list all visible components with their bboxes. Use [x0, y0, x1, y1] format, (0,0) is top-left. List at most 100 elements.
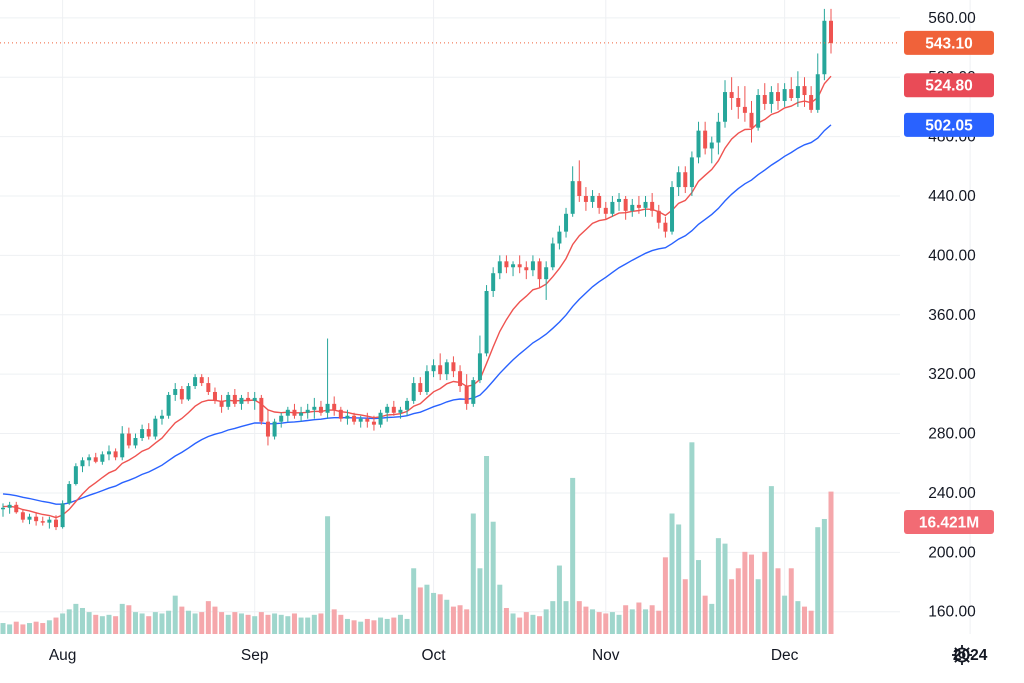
candle-body — [451, 362, 456, 372]
last-price-badge-bg — [904, 30, 994, 55]
volume-badge-bg — [904, 510, 994, 534]
volume-bar — [291, 613, 297, 634]
volume-bar — [517, 617, 523, 634]
price-tick-label: 160.00 — [928, 604, 976, 621]
volume-bar — [643, 609, 649, 634]
volume-bar — [788, 568, 794, 634]
candle-body — [438, 365, 443, 375]
volume-bar — [570, 477, 576, 634]
candle-body — [477, 353, 482, 381]
candle-body — [769, 92, 774, 104]
candle-body — [73, 466, 78, 485]
volume-bar — [537, 616, 543, 634]
candle — [530, 255, 535, 277]
gear-icon[interactable] — [952, 645, 972, 665]
volume-bar — [477, 568, 483, 634]
volume-bar — [152, 612, 158, 634]
volume-bar — [576, 601, 582, 634]
candle — [689, 151, 694, 196]
candle — [338, 406, 343, 422]
price-tick-label: 240.00 — [928, 485, 976, 502]
candle-body — [153, 418, 158, 437]
candle — [723, 80, 728, 128]
volume-bar — [245, 614, 251, 634]
candle — [458, 365, 463, 392]
candle — [769, 86, 774, 113]
volume-bar — [470, 513, 476, 634]
volume-bar — [358, 621, 364, 634]
last-price-badge-label: 543.10 — [925, 35, 972, 52]
volume-bar — [404, 618, 410, 634]
candle-body — [358, 418, 363, 422]
price-tick-label: 440.00 — [928, 188, 976, 205]
candle — [20, 509, 25, 523]
volume-bar — [79, 607, 85, 634]
candle — [186, 383, 191, 401]
candle — [491, 267, 496, 297]
candle-body — [133, 438, 138, 446]
candle-body — [272, 421, 277, 437]
candle — [643, 195, 648, 217]
volume-bar — [682, 579, 688, 634]
volume-bar — [669, 513, 675, 634]
candle-body — [716, 121, 721, 143]
candle — [451, 356, 456, 378]
volume-bar — [749, 554, 755, 634]
candle — [140, 424, 145, 441]
candle — [590, 190, 595, 208]
candle-body — [391, 406, 396, 413]
candle — [405, 397, 410, 416]
candle — [193, 374, 198, 390]
candle-body — [398, 409, 403, 413]
volume-bar — [285, 616, 291, 634]
volume-badge: 16.421M — [904, 510, 994, 534]
volume-bar — [126, 605, 132, 634]
candle-body — [444, 362, 449, 375]
candle — [120, 426, 125, 461]
volume-bar — [179, 606, 185, 634]
candle-body — [564, 213, 569, 232]
volume-bar — [623, 605, 629, 634]
candle — [332, 396, 337, 416]
candle — [285, 406, 290, 422]
candle-body — [683, 172, 688, 188]
volume-bar — [530, 614, 536, 634]
candle-body — [749, 112, 754, 128]
candle — [484, 285, 489, 357]
candle — [663, 216, 668, 238]
candle — [471, 377, 476, 407]
candles — [1, 8, 833, 531]
candle-body — [663, 222, 668, 232]
volume-bar — [616, 614, 622, 634]
candle-body — [7, 504, 12, 508]
candle-body — [577, 181, 582, 196]
ema-slow-badge-label: 502.05 — [925, 117, 973, 134]
volume-bar — [503, 607, 509, 634]
volume-bar — [510, 613, 516, 634]
candle — [358, 415, 363, 428]
candle — [325, 338, 330, 419]
candle — [212, 387, 217, 404]
volume-bar — [609, 612, 615, 634]
volume-bar — [93, 614, 99, 634]
volume-bar — [808, 610, 814, 634]
candle-body — [179, 389, 184, 400]
time-axis[interactable]: Aug Sep Oct Nov Dec 2024 — [49, 647, 988, 664]
candle — [173, 383, 178, 401]
candle-body — [464, 386, 469, 404]
candle-body — [113, 451, 118, 458]
candle — [716, 112, 721, 155]
candle-body — [318, 406, 323, 413]
candle-body — [557, 231, 562, 244]
candle-body — [511, 264, 516, 268]
settings-button[interactable] — [952, 645, 972, 665]
price-tick-label: 200.00 — [928, 544, 976, 561]
time-tick-label: Aug — [49, 647, 77, 664]
candle-body — [226, 394, 231, 407]
candle — [73, 463, 78, 486]
candle-body — [431, 365, 436, 372]
candle — [795, 71, 800, 107]
candle-body — [80, 460, 85, 467]
candle — [7, 501, 12, 514]
